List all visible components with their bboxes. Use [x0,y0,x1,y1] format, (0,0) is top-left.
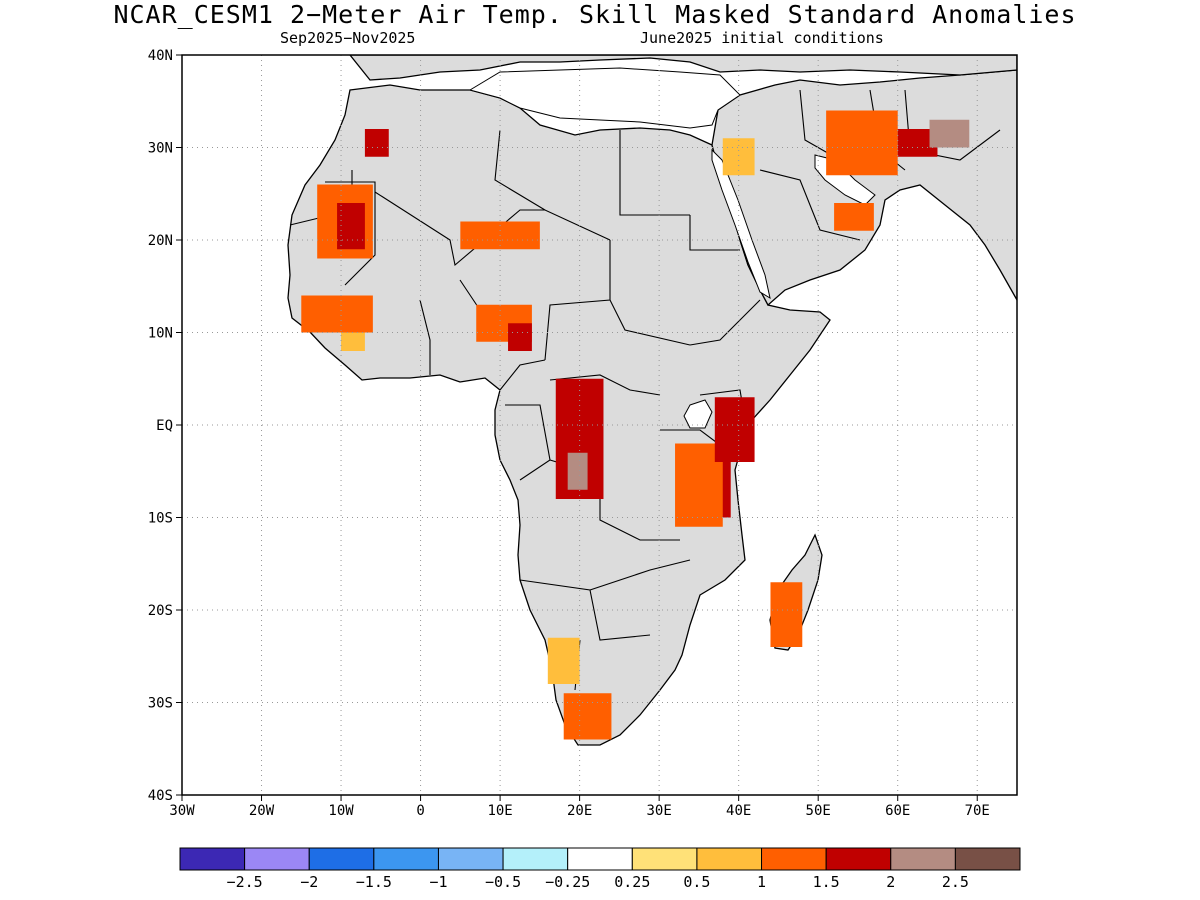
colorbar-label: −0.25 [545,873,590,891]
anomaly-iran [826,110,898,176]
colorbar-label: −2 [300,873,318,891]
anomaly-guinea [341,332,365,351]
europe-landmass [349,55,1017,81]
anomaly-oman [834,203,874,231]
lon-tick-label: 20W [249,803,275,819]
colorbar-swatch [308,847,375,871]
anomaly-west-africa-coast [301,295,373,333]
anomaly-patches [301,110,970,740]
colorbar-swatch [502,847,569,871]
colorbar-swatch [244,847,310,871]
colorbar-label: 1 [757,873,766,891]
lat-tick-label: 30S [148,696,173,712]
colorbar-swatch [761,847,827,871]
lat-tick-label: 20N [148,233,173,249]
lon-tick-label: 70E [965,803,990,819]
lat-tick-label: 20S [148,603,173,619]
colorbar-swatch [890,847,956,871]
anomaly-mauritania-core [337,203,365,250]
colorbar-label: −0.5 [485,873,521,891]
colorbar-label: 0.5 [683,873,710,891]
lon-tick-label: 20E [567,803,592,819]
colorbar-swatch [631,847,698,871]
lon-tick-label: 10W [328,803,354,819]
longitude-axis: 30W 20W 10W 0 10E 20E 30E 40E 50E 60E 70E [169,795,990,819]
anomaly-morocco [364,129,389,157]
colorbar-swatch [373,847,439,871]
lon-tick-label: 30W [169,803,195,819]
lon-tick-label: 0 [416,803,424,819]
colorbar-label: 1.5 [813,873,840,891]
colorbar-label: −1.5 [356,873,392,891]
anomaly-congo-brown [567,452,588,490]
anomaly-kenya [714,397,755,462]
colorbar-swatch [696,847,763,871]
lat-tick-label: 10S [148,511,173,527]
lat-tick-label: 10N [148,326,173,342]
red-sea [711,148,771,300]
gridlines [182,55,1017,795]
colorbar-swatch [437,847,504,871]
lon-tick-label: 60E [885,803,910,819]
latitude-axis: 40N 30N 20N 10N EQ 10S 20S 30S 40S [148,48,182,804]
lon-tick-label: 30E [646,803,671,819]
lat-tick-label: EQ [156,418,173,434]
colorbar-swatch [954,847,1021,871]
colorbar-swatch [179,847,246,871]
lon-tick-label: 10E [487,803,512,819]
lon-tick-label: 50E [806,803,831,819]
mediterranean-sea [468,67,741,129]
anomaly-madagascar [770,582,803,647]
anomaly-namibia [547,637,580,684]
anomaly-pakistan [929,119,970,148]
colorbar-swatch [567,847,633,871]
initial-conditions: June2025 initial conditions [640,29,884,47]
colorbar-label: −2.5 [227,873,263,891]
lat-tick-label: 40S [148,788,173,804]
lat-tick-label: 40N [148,48,173,64]
forecast-period: Sep2025−Nov2025 [280,29,416,47]
anomaly-south-africa [563,693,612,740]
anomaly-saudi-north [722,138,755,176]
anomaly-cameroon-core [508,323,532,351]
lat-tick-label: 30N [148,141,173,157]
colorbar-label: 0.25 [614,873,650,891]
lake-victoria [683,399,713,429]
colorbar-label: 2 [886,873,895,891]
colorbar-label: −1 [429,873,447,891]
lon-tick-label: 40E [726,803,751,819]
colorbar-label: 2.5 [942,873,969,891]
colorbar: −2.5 −2 −1.5 −1 −0.5 −0.25 0.25 0.5 1 1.5 2 2.5 [179,847,1021,891]
map-title: NCAR_CESM1 2−Meter Air Temp. Skill Maske… [113,0,1077,29]
colorbar-swatch [825,847,892,871]
